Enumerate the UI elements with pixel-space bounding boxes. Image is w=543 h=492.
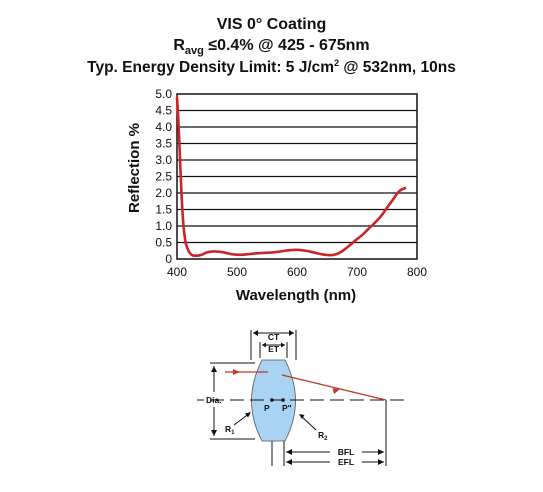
y-tick-label: 4.5 [155, 104, 172, 118]
bfl-label: BFL [338, 447, 355, 457]
x-tick-label: 800 [407, 265, 427, 279]
x-tick-label: 500 [227, 265, 247, 279]
x-tick-label: 600 [287, 265, 307, 279]
r2-subscript: 2 [324, 436, 328, 442]
energy-limit-superscript: 2 [334, 58, 340, 68]
principal-point-p [270, 398, 274, 402]
r1-subscript: 1 [231, 430, 235, 436]
r2-symbol: R [318, 430, 324, 440]
et-arrow-right [281, 342, 285, 348]
ct-arrow-left [253, 330, 258, 336]
chart-title-line3: Typ. Energy Density Limit: 5 J/cm2 @ 532… [0, 58, 543, 77]
chart-grid [177, 109, 417, 244]
y-tick-label: 3.0 [155, 153, 172, 167]
ray-direction-arrow [233, 369, 240, 375]
dia-arrow-top [211, 366, 217, 372]
reflection-curve [175, 96, 407, 257]
x-tick-labels: 400 500 600 700 800 [167, 265, 427, 279]
plot-frame [176, 93, 418, 260]
y-tick-label: 3.5 [155, 137, 172, 151]
energy-limit-text: Typ. Energy Density Limit: 5 J/cm [87, 59, 335, 77]
y-tick-label: 1.5 [155, 203, 172, 217]
y-tick-label: 2.5 [155, 170, 172, 184]
y-tick-label: 0.5 [155, 236, 172, 250]
bfl-arrow-left [286, 449, 292, 455]
efl-arrow-left [286, 459, 292, 465]
ravg-symbol: R [173, 37, 185, 54]
r2-arrow [299, 414, 305, 419]
ct-arrow-right [289, 330, 294, 336]
efl-arrow-right [378, 459, 384, 465]
et-label: ET [268, 344, 280, 354]
r1-label: R1 [225, 424, 235, 436]
x-axis-label: Wavelength (nm) [236, 287, 356, 304]
p-prime-label: P" [282, 403, 292, 413]
et-arrow-left [262, 342, 266, 348]
bfl-arrow-right [378, 449, 384, 455]
y-tick-label: 0 [165, 252, 172, 266]
y-tick-labels: 0 0.5 1.0 1.5 2.0 2.5 3.0 3.5 4.0 4.5 5.0 [155, 87, 172, 266]
ravg-spec: ≤0.4% @ 425 - 675nm [203, 37, 370, 54]
principal-point-p-prime [281, 398, 285, 402]
dia-arrow-bottom [211, 430, 217, 436]
y-tick-label: 4.0 [155, 120, 172, 134]
y-axis-label: Reflection % [126, 123, 143, 213]
dia-label: Dia. [206, 395, 222, 405]
x-tick-label: 400 [167, 265, 187, 279]
chart-title-line2: Ravg ≤0.4% @ 425 - 675nm [0, 37, 543, 57]
chart-title-line1: VIS 0° Coating [216, 16, 327, 33]
light-ray [225, 371, 387, 401]
ravg-subscript: avg [184, 45, 204, 58]
ray-direction-arrow-2 [332, 388, 340, 394]
x-tick-label: 700 [347, 265, 367, 279]
r1-symbol: R [225, 424, 231, 434]
ct-label: CT [268, 332, 280, 342]
efl-label: EFL [338, 457, 354, 467]
ray-refracted [281, 374, 387, 401]
y-tick-label: 2.0 [155, 186, 172, 200]
r2-label: R2 [318, 430, 328, 442]
p-label: P [264, 403, 270, 413]
y-tick-label: 5.0 [155, 87, 172, 101]
r1-arrow [245, 412, 251, 418]
y-tick-label: 1.0 [155, 219, 172, 233]
energy-limit-rest: @ 532nm, 10ns [339, 59, 456, 77]
